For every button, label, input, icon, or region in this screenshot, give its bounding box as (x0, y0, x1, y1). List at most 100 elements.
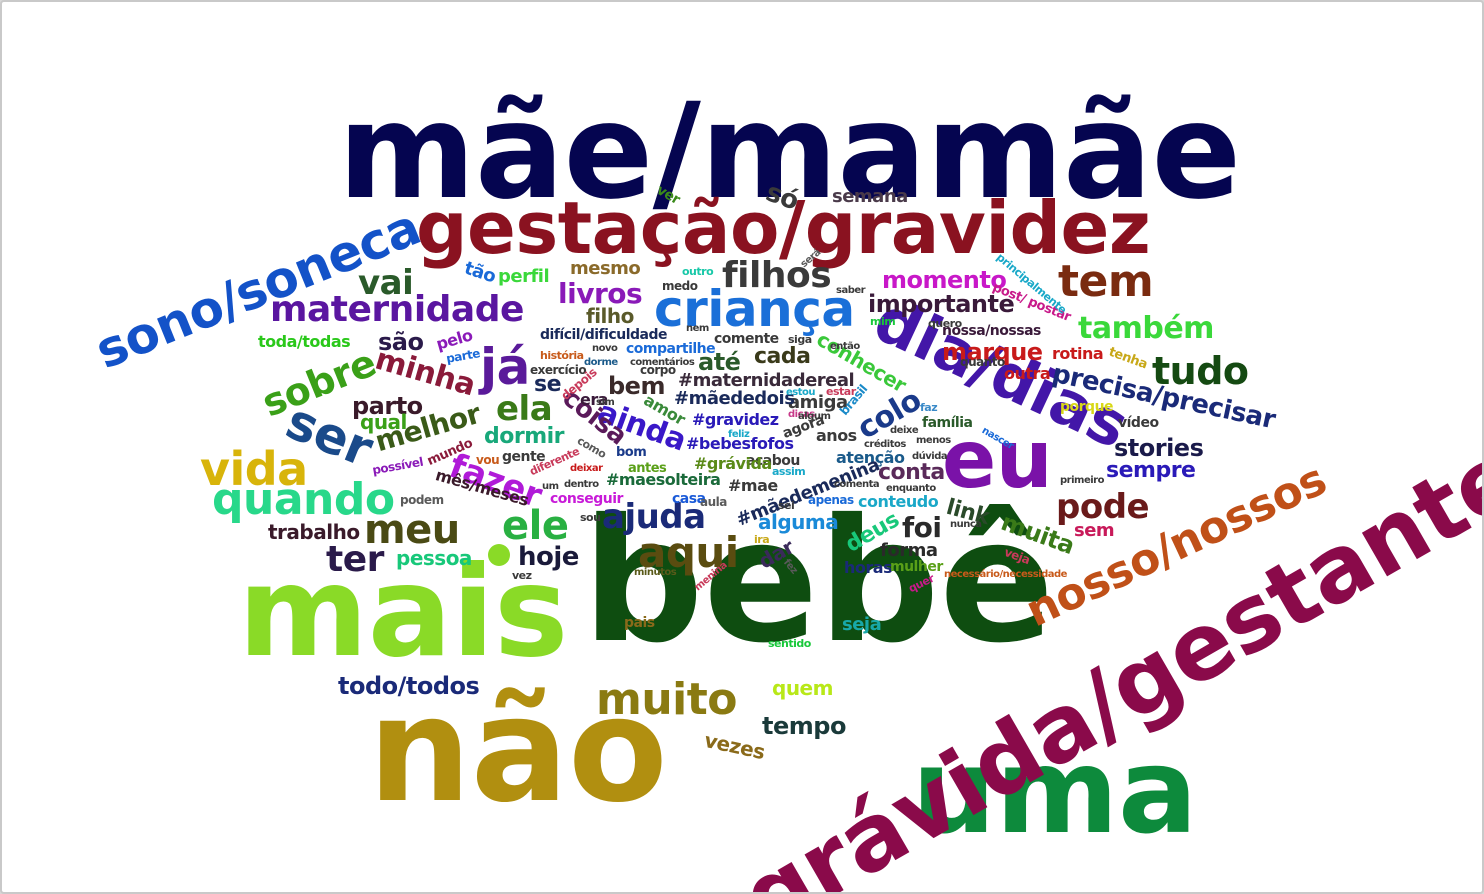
word: saber (836, 285, 866, 296)
word: apenas (808, 493, 854, 507)
word: vou (476, 453, 500, 467)
word: pode (1056, 487, 1150, 527)
word: toda/todas (258, 332, 351, 351)
word: medo (662, 279, 698, 293)
word: importante (868, 290, 1015, 318)
word: necessário/necessidade (944, 569, 1067, 580)
word: filhos (722, 255, 832, 296)
word: história (540, 349, 584, 362)
word: casa (672, 491, 706, 507)
word: sempre (1106, 458, 1196, 483)
word: enquanto (886, 483, 936, 494)
word: conteudo (858, 492, 939, 511)
word: nem (686, 323, 709, 334)
word: livros (558, 277, 643, 310)
word: gente (502, 449, 546, 465)
word: seja (842, 614, 882, 635)
word: algum (798, 411, 831, 422)
word: deixar (570, 463, 603, 474)
word: #gravidez (692, 410, 779, 429)
word: família (922, 415, 973, 431)
word: mais (238, 540, 568, 685)
word: compartilhe (626, 341, 716, 357)
word: possível (371, 454, 425, 478)
word: uma (912, 722, 1198, 860)
word: meu (364, 507, 460, 553)
word: #grávida (694, 454, 772, 473)
word: sou (580, 511, 601, 524)
word: vai (358, 263, 414, 303)
word: siga (788, 333, 812, 346)
word: semana (832, 186, 908, 207)
word: ele (502, 503, 569, 549)
word: qual (360, 410, 407, 434)
word: trabalho (268, 520, 360, 544)
word: conseguir (550, 491, 623, 507)
word: cada (754, 344, 811, 369)
word: ela (496, 389, 553, 429)
word: todo/todos (338, 672, 480, 700)
word: marque (942, 338, 1043, 366)
word: tudo (1152, 349, 1249, 393)
word: gestação/gravidez (416, 186, 1151, 270)
word: quando (212, 474, 395, 525)
word: ter (326, 539, 384, 580)
word: outra (1004, 364, 1051, 383)
word: maternidade (270, 289, 524, 330)
word: até (698, 348, 741, 376)
word: foi (902, 511, 942, 544)
word: #mae (728, 476, 778, 495)
word: comentários (630, 357, 695, 368)
word: parto (352, 392, 423, 420)
word: comenta (834, 479, 880, 490)
word: outro (682, 265, 714, 278)
dot-shape (488, 544, 510, 566)
word: stories (1114, 434, 1204, 462)
word: ajuda (602, 497, 706, 537)
word: quero (928, 317, 962, 330)
word: hoje (518, 542, 579, 572)
word: mãe/mamãe (338, 75, 1241, 229)
word: também (1078, 311, 1214, 346)
word: dorme (584, 357, 618, 368)
word: faz (920, 401, 938, 414)
word: quanto (960, 355, 1005, 369)
word: porque (1060, 399, 1114, 415)
word: primeiro (1060, 475, 1104, 486)
word: então (830, 341, 860, 352)
word: bem (608, 372, 665, 400)
word: assim (772, 465, 806, 478)
word: corpo (640, 363, 676, 377)
word: sentido (768, 637, 811, 650)
word: #mãededois (674, 388, 795, 409)
word: momento (882, 266, 1007, 294)
word: amiga (788, 392, 848, 413)
word: era (580, 390, 609, 409)
word: vida (200, 442, 308, 496)
word: sei (778, 499, 795, 512)
word: eu (942, 413, 1053, 506)
word: estou (786, 387, 816, 398)
word: comente (714, 331, 779, 347)
word: quem (772, 676, 833, 700)
word: deixe (890, 425, 919, 436)
word: um (542, 481, 559, 492)
word: dúvida (912, 451, 948, 462)
word: feliz (728, 429, 750, 440)
word: bom (616, 445, 647, 460)
word: forma (880, 540, 938, 561)
word: nunca (950, 519, 982, 530)
word: dicas (788, 409, 815, 420)
word: já (480, 338, 530, 396)
word: dentro (564, 479, 599, 490)
word: atenção (836, 448, 905, 467)
word: sem (1074, 520, 1115, 541)
word: acabou (746, 453, 800, 469)
word: novo (592, 343, 618, 354)
word: tenha (1106, 344, 1150, 373)
word: dormir (484, 424, 565, 449)
word: vez (512, 569, 532, 582)
word: menos (916, 435, 951, 446)
